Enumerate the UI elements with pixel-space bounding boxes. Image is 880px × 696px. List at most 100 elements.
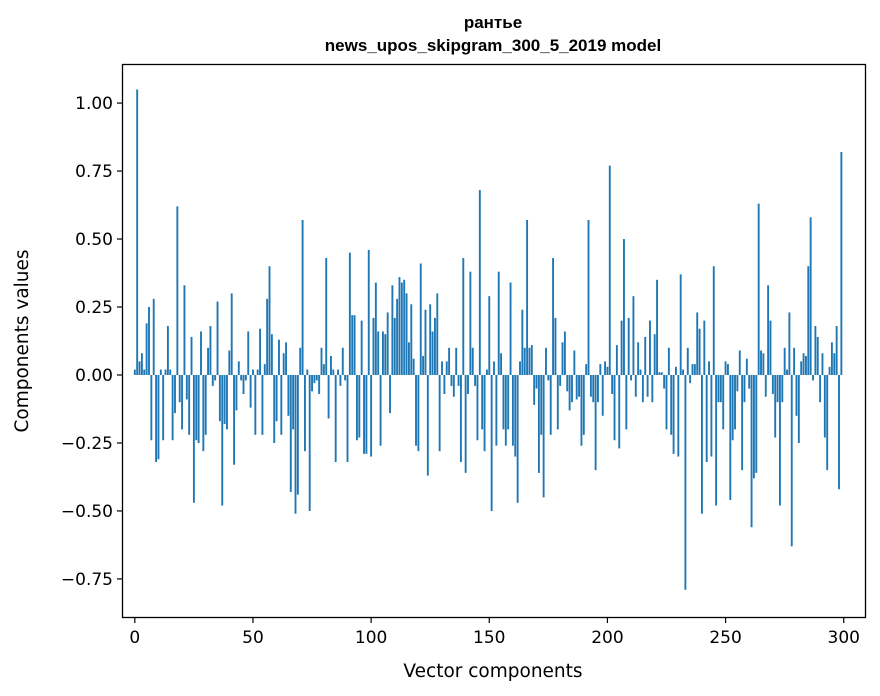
bar-component-226	[667, 347, 670, 375]
bar-component-91	[348, 252, 351, 375]
bar-component-178	[554, 317, 557, 375]
bar-component-182	[563, 331, 566, 375]
bar-component-143	[471, 347, 474, 375]
bar-component-12	[162, 374, 165, 441]
bar-component-145	[476, 374, 479, 441]
bar-component-29	[202, 374, 205, 452]
bar-component-30	[204, 374, 207, 435]
bar-component-223	[660, 372, 663, 375]
bar-component-21	[183, 285, 186, 375]
bars-group	[133, 89, 843, 590]
bar-component-79	[320, 347, 323, 375]
bar-component-117	[410, 304, 413, 375]
bar-component-262	[752, 374, 755, 479]
bar-component-286	[809, 217, 812, 375]
bar-component-127	[433, 317, 436, 375]
y-tick-label: −0.25	[61, 434, 113, 454]
bar-component-291	[821, 353, 824, 375]
bar-component-83	[330, 355, 332, 375]
bar-component-104	[379, 374, 382, 446]
bar-component-3	[140, 353, 143, 375]
bar-component-94	[356, 374, 358, 441]
x-tick-label: 50	[242, 628, 264, 648]
bar-component-13	[164, 369, 167, 375]
bar-component-218	[649, 320, 651, 375]
bar-component-120	[417, 374, 420, 452]
bar-component-95	[358, 374, 361, 438]
bar-component-90	[346, 374, 349, 462]
bar-component-205	[618, 374, 621, 449]
bar-component-287	[812, 374, 814, 381]
bar-component-86	[337, 369, 339, 375]
bar-component-176	[549, 374, 552, 435]
bar-component-293	[826, 374, 829, 471]
bar-component-270	[771, 374, 774, 395]
bar-component-273	[778, 374, 781, 506]
bar-component-231	[679, 274, 682, 375]
bar-component-19	[178, 374, 181, 403]
bar-component-114	[403, 279, 406, 375]
bar-component-198	[601, 374, 604, 416]
bar-component-196	[597, 374, 599, 403]
bar-component-171	[537, 374, 540, 473]
bar-component-261	[750, 374, 753, 528]
bar-component-147	[481, 374, 484, 430]
y-tick-label: −0.75	[61, 570, 113, 590]
bar-component-158	[507, 374, 510, 430]
bar-component-70	[299, 347, 302, 375]
bar-component-10	[157, 374, 160, 460]
bar-component-47	[244, 374, 247, 381]
bar-component-167	[528, 347, 531, 375]
bar-component-99	[367, 249, 370, 375]
bar-component-84	[332, 369, 335, 375]
bar-component-224	[663, 374, 666, 389]
bar-component-243	[708, 361, 710, 375]
bar-component-64	[285, 342, 287, 375]
bar-component-69	[296, 374, 299, 495]
bar-component-264	[757, 203, 760, 375]
bar-component-45	[240, 374, 243, 381]
bar-component-271	[774, 374, 777, 438]
bar-component-157	[504, 374, 507, 446]
bar-component-123	[424, 309, 427, 375]
bar-component-113	[400, 282, 403, 375]
bar-component-277	[788, 312, 791, 375]
bar-component-146	[478, 190, 481, 375]
bar-component-237	[693, 364, 696, 375]
bar-component-187	[575, 374, 578, 400]
bar-component-241	[703, 320, 706, 375]
bar-component-295	[830, 342, 833, 375]
bar-component-24	[190, 336, 193, 375]
bar-component-121	[419, 263, 422, 375]
bar-component-151	[490, 374, 493, 511]
x-tick-label: 0	[129, 628, 140, 648]
bar-component-251	[727, 364, 729, 375]
bar-component-27	[197, 374, 200, 443]
bar-component-134	[450, 374, 453, 386]
bar-component-55	[263, 364, 266, 375]
bar-component-17	[174, 374, 176, 414]
bar-component-142	[469, 271, 472, 375]
bar-component-255	[736, 374, 739, 392]
bar-component-108	[389, 374, 391, 414]
bar-component-65	[287, 374, 290, 416]
bar-component-62	[280, 374, 283, 435]
bar-component-36	[218, 374, 221, 422]
bar-component-232	[682, 369, 684, 375]
x-tick-label: 300	[828, 628, 860, 648]
bar-component-208	[625, 374, 628, 430]
bar-component-101	[372, 317, 375, 375]
bar-component-81	[325, 258, 328, 375]
bar-component-219	[651, 374, 654, 403]
bar-component-244	[710, 374, 713, 457]
bar-component-53	[259, 328, 261, 375]
bar-component-112	[398, 277, 401, 375]
bar-component-284	[804, 355, 807, 375]
bar-component-43	[235, 374, 238, 411]
bar-component-188	[578, 374, 581, 397]
bar-component-195	[594, 374, 597, 471]
bar-component-283	[802, 353, 805, 375]
bar-component-116	[407, 342, 410, 375]
y-axis-ticks: −0.75 −0.50 −0.25 0.00 0.25 0.50 0.75 1.00	[61, 94, 123, 590]
